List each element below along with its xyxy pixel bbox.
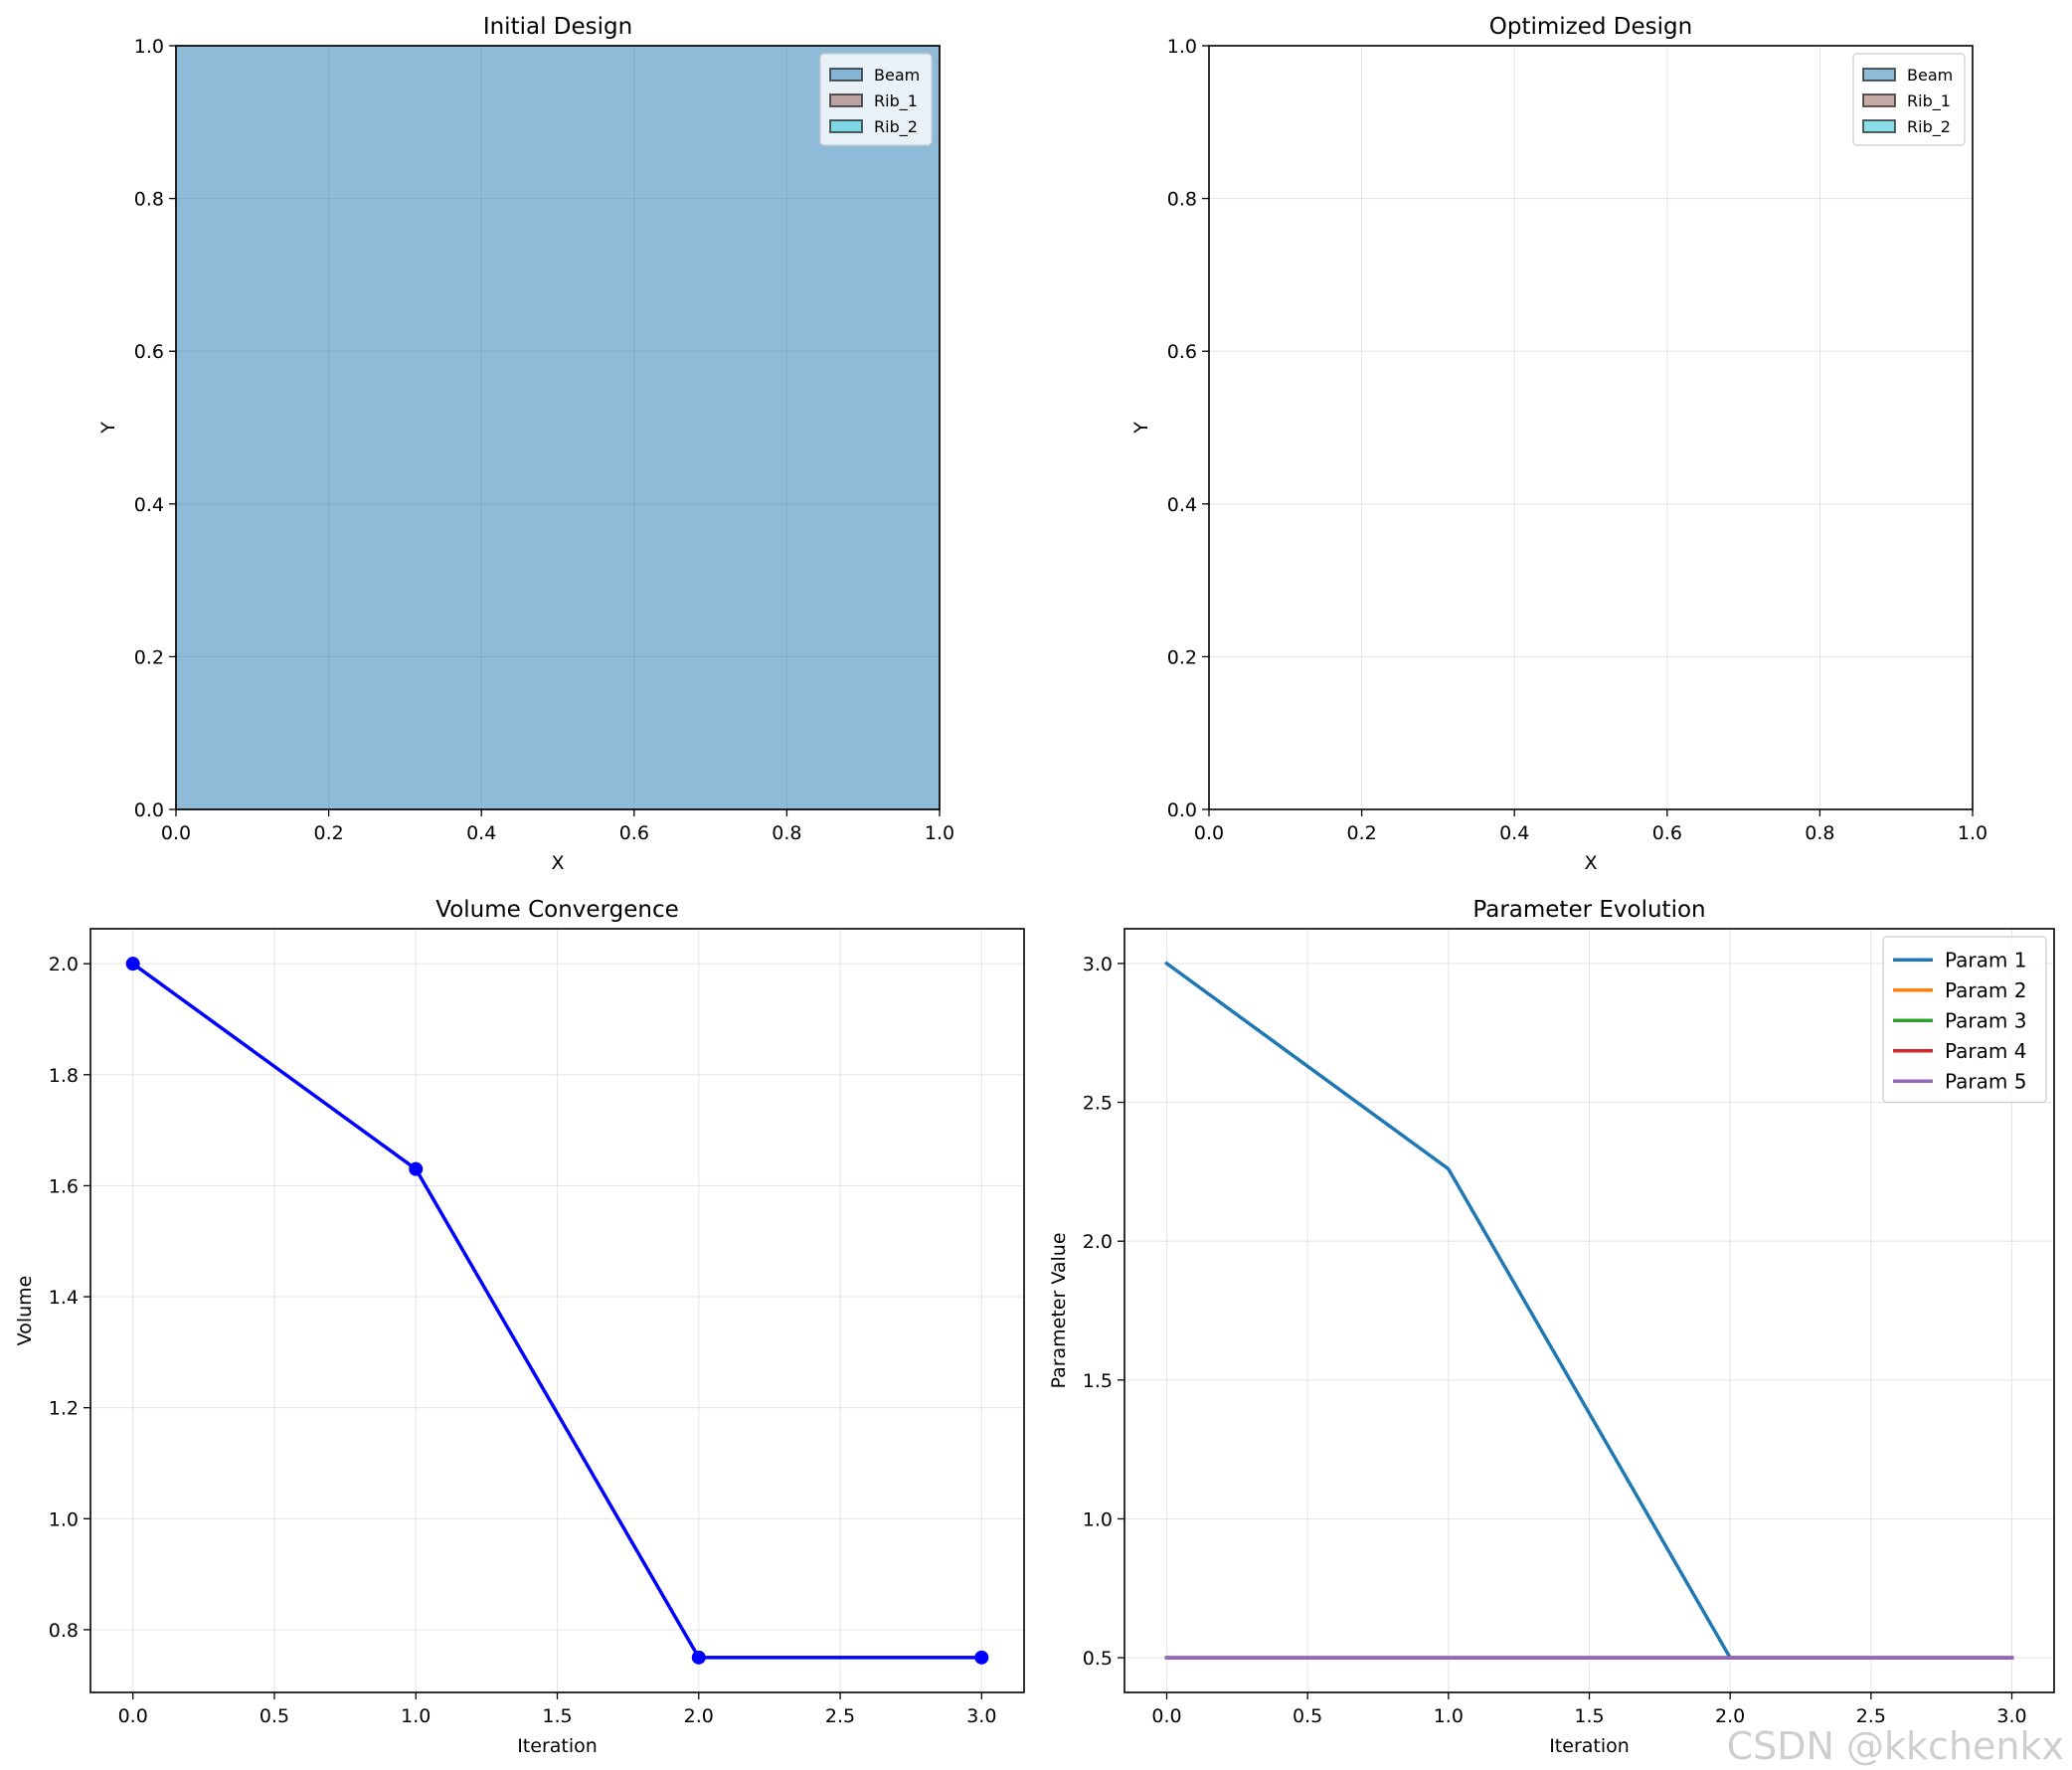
x-tick-label: 2.5 (1856, 1705, 1886, 1727)
data-point (125, 957, 140, 972)
legend-label: Param 1 (1945, 948, 2026, 972)
legend-swatch (829, 119, 863, 133)
legend-label: Param 3 (1945, 1008, 2026, 1032)
legend-label: Rib_1 (1907, 91, 1951, 111)
legend-label: Rib_2 (1907, 117, 1951, 137)
x-tick-label: 1.0 (1434, 1705, 1464, 1727)
legend-label: Beam (874, 66, 920, 85)
chart-title: Volume Convergence (435, 897, 679, 923)
legend: Beam Rib_1 Rib_2 (1852, 53, 1966, 146)
chart-volume: 0.0 0.5 1.0 1.5 2.0 2.5 3.0 0.8 1.0 1.2 1.4 1.6 1.8 2… (14, 897, 1025, 1757)
x-tick-label: 0.8 (1805, 822, 1834, 844)
y-tick-label: 3.0 (1083, 954, 1113, 975)
y-axis-label: Volume (14, 1276, 36, 1346)
chart-initial: 0.0 0.2 0.4 0.6 0.8 1.0 0.0 0.2 0.4 0.6 0.8 1.0 Init… (97, 14, 954, 874)
data-point (409, 1161, 424, 1176)
x-tick-label: 1.5 (1574, 1705, 1604, 1727)
y-tick-label: 0.4 (134, 494, 164, 516)
x-tick-label: 0.0 (1194, 822, 1224, 844)
x-tick-label: 2.0 (684, 1705, 714, 1727)
x-axis-label: Iteration (1549, 1735, 1630, 1757)
y-tick-label: 1.6 (49, 1175, 79, 1197)
legend-box (1882, 936, 2047, 1104)
x-tick-label: 1.5 (542, 1705, 572, 1727)
x-tick-label: 0.6 (1652, 822, 1682, 844)
legend-label: Param 2 (1945, 978, 2026, 1002)
y-tick-label: 1.8 (49, 1065, 79, 1087)
x-tick-label: 0.0 (118, 1705, 148, 1727)
y-tick-label: 0.0 (1167, 799, 1197, 821)
series-line-0 (130, 961, 984, 1660)
axes-frame (175, 45, 941, 810)
y-tick-label: 0.0 (134, 799, 164, 821)
x-tick-label: 2.0 (1715, 1705, 1745, 1727)
legend-label: Beam (1907, 66, 1953, 85)
y-tick-label: 1.0 (1167, 36, 1197, 58)
y-tick-label: 1.0 (1083, 1508, 1113, 1530)
legend-swatch (1862, 68, 1896, 82)
x-tick-label: 1.0 (925, 822, 954, 844)
y-tick-label: 0.4 (1167, 494, 1197, 516)
data-point (691, 1650, 706, 1665)
x-tick-label: 3.0 (1996, 1705, 2026, 1727)
chart-params: 0.0 0.5 1.0 1.5 2.0 2.5 3.0 0.5 1.0 1.5 2.0 2.5 3.0 P… (1048, 897, 2055, 1757)
y-tick-label: 0.6 (134, 341, 164, 363)
y-tick-label: 1.4 (49, 1287, 79, 1309)
x-tick-label: 0.5 (1293, 1705, 1322, 1727)
x-tick-label: 0.2 (313, 822, 343, 844)
plot-area (90, 929, 1024, 1692)
y-tick-label: 0.8 (49, 1620, 79, 1642)
x-tick-label: 2.5 (825, 1705, 855, 1727)
x-tick-label: 0.8 (772, 822, 801, 844)
x-axis-label: Iteration (517, 1735, 598, 1757)
x-tick-label: 0.0 (1151, 1705, 1181, 1727)
y-axis-label: Parameter Value (1048, 1232, 1070, 1388)
legend: Beam Rib_1 Rib_2 (819, 53, 933, 146)
legend: Param 1 Param 2 Param 3 Param 4 Param 5 (1882, 936, 2047, 1104)
y-axis-label: Y (97, 422, 119, 435)
y-tick-label: 1.2 (49, 1398, 79, 1420)
x-tick-label: 0.2 (1346, 822, 1376, 844)
axes-frame (1208, 45, 1974, 810)
x-tick-label: 3.0 (966, 1705, 996, 1727)
chart-title: Parameter Evolution (1472, 897, 1705, 923)
y-tick-label: 0.6 (1167, 341, 1197, 363)
plot-area (1209, 46, 1973, 809)
y-tick-label: 0.2 (134, 646, 164, 668)
x-tick-label: 1.0 (401, 1705, 431, 1727)
legend-swatch (1862, 93, 1896, 107)
chart-title: Initial Design (483, 14, 632, 40)
x-axis-label: X (1584, 852, 1597, 874)
y-axis-label: Y (1130, 422, 1152, 435)
chart-optimized: 0.0 0.2 0.4 0.6 0.8 1.0 0.0 0.2 0.4 0.6 0.8 1.0 Opti… (1130, 14, 1987, 874)
legend-swatch (829, 93, 863, 107)
legend-label: Param 5 (1945, 1069, 2026, 1093)
x-tick-label: 0.6 (619, 822, 649, 844)
x-tick-label: 1.0 (1958, 822, 1987, 844)
x-tick-label: 0.4 (466, 822, 496, 844)
y-tick-label: 2.0 (1083, 1231, 1113, 1253)
x-tick-label: 0.5 (259, 1705, 289, 1727)
y-tick-label: 2.0 (49, 954, 79, 975)
x-tick-label: 0.0 (161, 822, 191, 844)
legend-swatch (1862, 119, 1896, 133)
y-tick-label: 2.5 (1083, 1093, 1113, 1115)
legend-swatch (829, 68, 863, 82)
y-tick-label: 1.0 (49, 1508, 79, 1530)
y-tick-label: 1.5 (1083, 1370, 1113, 1392)
chart-title: Optimized Design (1489, 14, 1692, 40)
y-tick-label: 0.8 (134, 189, 164, 211)
y-tick-label: 1.0 (134, 36, 164, 58)
y-tick-label: 0.5 (1083, 1648, 1113, 1670)
data-point (974, 1650, 989, 1665)
y-tick-label: 0.8 (1167, 189, 1197, 211)
x-axis-label: X (551, 852, 564, 874)
y-tick-label: 0.2 (1167, 646, 1197, 668)
x-tick-label: 0.4 (1499, 822, 1529, 844)
legend-label: Param 4 (1945, 1039, 2026, 1063)
legend-label: Rib_2 (874, 117, 918, 137)
region-beam (175, 45, 941, 810)
legend-label: Rib_1 (874, 91, 918, 111)
